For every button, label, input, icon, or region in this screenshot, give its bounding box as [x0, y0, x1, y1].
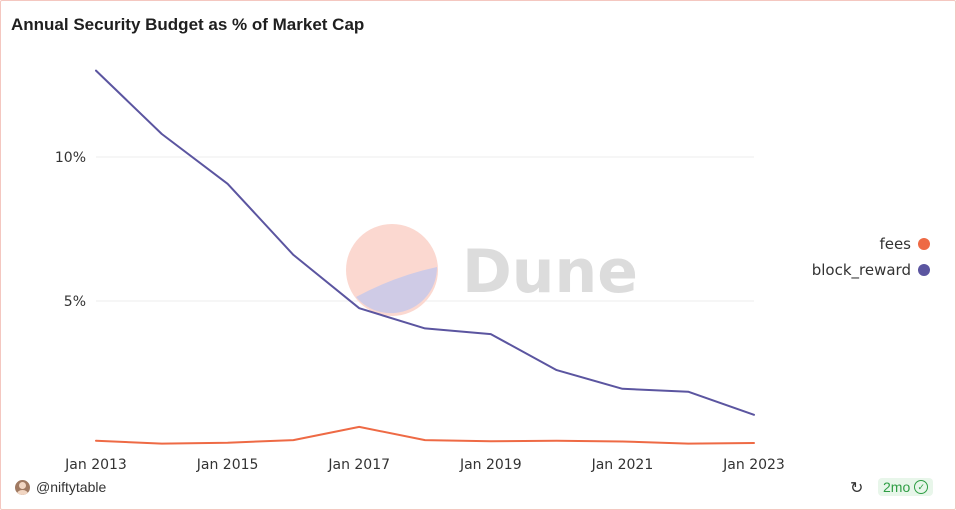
avatar — [15, 479, 30, 495]
age-text: 2mo — [883, 479, 911, 495]
x-tick-label: Jan 2015 — [196, 457, 259, 473]
y-tick-label: 5% — [64, 294, 86, 310]
watermark-text: Dune — [462, 237, 638, 307]
y-axis-ticks: 10% 5% — [55, 150, 86, 310]
legend-label-block_reward[interactable]: block_reward — [812, 261, 911, 280]
legend-marker-fees[interactable] — [918, 238, 930, 250]
author[interactable]: @niftytable — [15, 479, 106, 495]
legend[interactable]: fees block_reward — [812, 235, 930, 280]
x-tick-label: Jan 2013 — [64, 457, 127, 473]
watermark-logo-shade — [356, 267, 438, 314]
series-layer — [95, 69, 755, 445]
x-tick-label: Jan 2023 — [722, 457, 785, 473]
dune-watermark: Dune — [346, 224, 638, 316]
y-tick-label: 10% — [55, 150, 86, 166]
x-tick-label: Jan 2019 — [459, 457, 522, 473]
series-line-block_reward[interactable] — [95, 69, 755, 416]
legend-marker-block_reward[interactable] — [918, 264, 930, 276]
freshness-badge: 2mo ✓ — [878, 478, 934, 496]
refresh-icon[interactable]: ↻ — [850, 480, 864, 497]
chart-title: Annual Security Budget as % of Market Ca… — [11, 15, 365, 34]
check-circle-icon: ✓ — [914, 480, 929, 494]
series-line-fees[interactable] — [95, 425, 755, 445]
x-tick-label: Jan 2017 — [327, 457, 390, 473]
x-tick-label: Jan 2021 — [591, 457, 654, 473]
x-axis-ticks: Jan 2013 Jan 2015 Jan 2017 Jan 2019 Jan 2021… — [64, 457, 785, 473]
legend-label-fees[interactable]: fees — [879, 235, 911, 253]
username: @niftytable — [36, 479, 107, 495]
